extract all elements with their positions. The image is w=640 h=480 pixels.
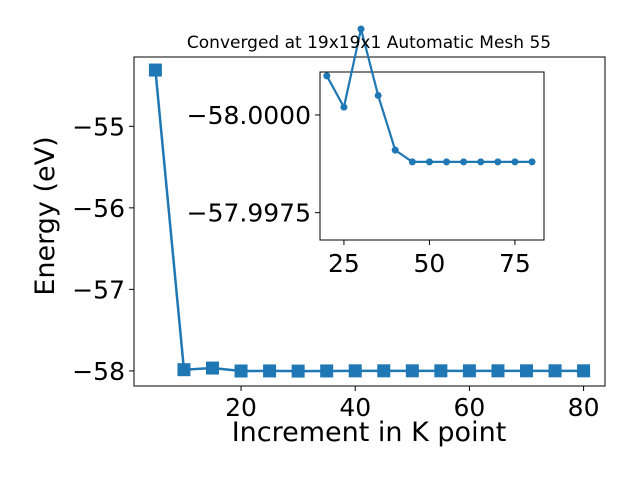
inset-data-point — [357, 25, 365, 33]
inset-data-point — [477, 158, 485, 166]
main-x-tick-label: 40 — [339, 393, 371, 422]
x-axis-label: Increment in K point — [232, 417, 507, 448]
main-x-tick-label: 20 — [225, 393, 257, 422]
inset-data-point — [323, 72, 331, 80]
main-series — [148, 63, 591, 378]
main-data-point — [320, 364, 334, 378]
main-data-point — [548, 364, 562, 378]
chart-title: Converged at 19x19x1 Automatic Mesh 55 — [187, 33, 551, 53]
inset-data-point — [391, 146, 399, 154]
inset-data-point — [460, 158, 468, 166]
main-data-point — [177, 363, 191, 377]
inset-data-point — [494, 158, 502, 166]
main-y-tick-label: −58 — [72, 357, 125, 386]
main-y-tick-label: −55 — [72, 112, 125, 141]
inset-x-tick-label: 75 — [499, 249, 531, 278]
inset-y-tick-label: −58.0000 — [187, 101, 311, 130]
main-plot-frame — [133, 56, 606, 387]
inset-data-point — [528, 158, 536, 166]
main-ticks: 20 40 60 80 −55 −56 −57 −58 — [72, 112, 599, 422]
main-data-point — [148, 63, 162, 77]
inset-data-point — [511, 158, 519, 166]
inset-data-point — [408, 158, 416, 166]
main-series-line — [154, 69, 584, 373]
y-axis-label: Energy (eV) — [30, 136, 61, 295]
inset-data-point — [340, 103, 348, 111]
inset-y-tick-label: −57.9975 — [187, 199, 311, 228]
inset-data-point — [374, 91, 382, 99]
main-data-point — [263, 364, 277, 378]
inset-ticks: 25 50 75 −58.0000 −57.9975 — [187, 101, 531, 278]
inset-data-point — [443, 158, 451, 166]
inset-x-tick-label: 50 — [414, 249, 446, 278]
main-data-point — [520, 364, 533, 378]
main-data-point — [405, 364, 419, 378]
inset-series — [323, 25, 536, 166]
main-data-point — [577, 364, 591, 378]
inset-plot-frame — [319, 71, 545, 241]
inset-data-point — [425, 158, 433, 166]
main-data-point — [234, 364, 248, 378]
main-data-point — [291, 364, 305, 378]
main-data-point — [348, 364, 362, 378]
main-x-tick-label: 60 — [454, 393, 486, 422]
main-y-tick-label: −57 — [72, 275, 125, 304]
main-data-point — [462, 364, 476, 378]
main-data-point — [434, 364, 448, 378]
main-data-point — [491, 364, 505, 378]
main-x-tick-label: 80 — [568, 393, 600, 422]
main-y-tick-label: −56 — [72, 194, 125, 223]
main-data-point — [377, 364, 391, 378]
main-data-point — [206, 361, 219, 375]
inset-x-tick-label: 25 — [328, 249, 360, 278]
